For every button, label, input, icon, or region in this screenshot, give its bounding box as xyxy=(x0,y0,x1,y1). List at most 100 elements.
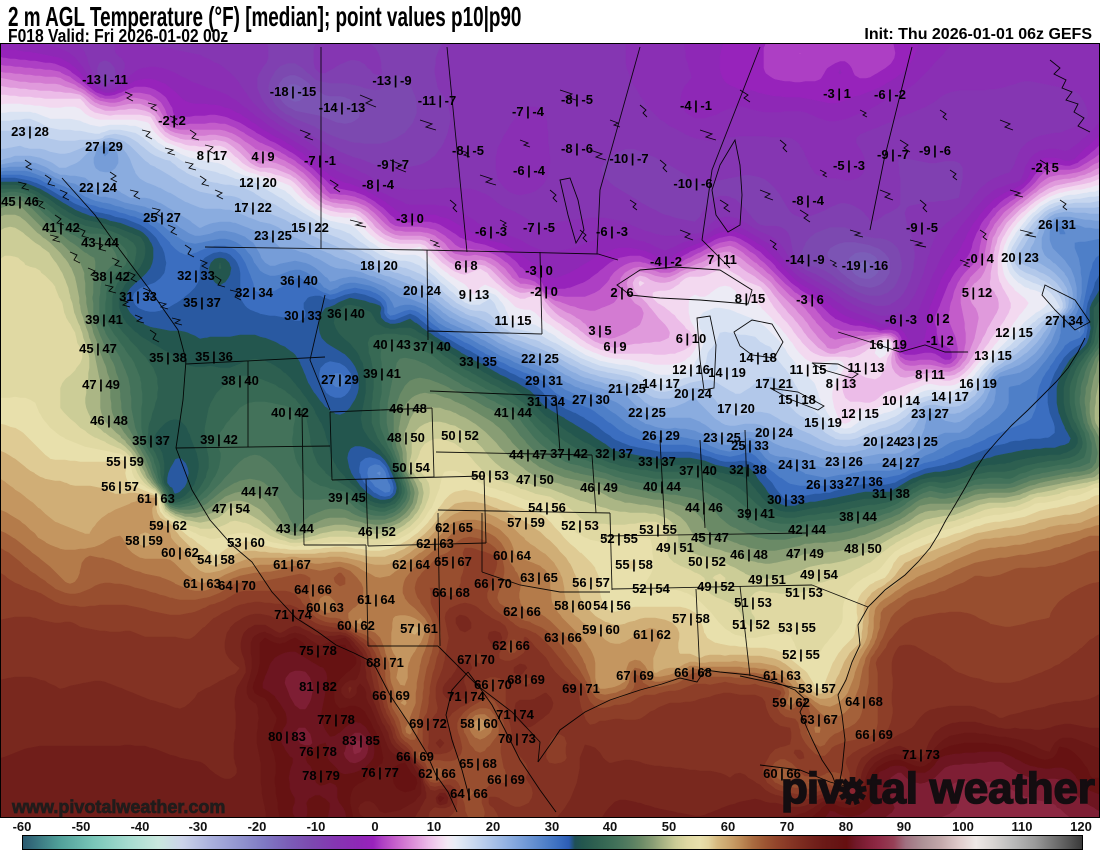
svg-text:14 | 18: 14 | 18 xyxy=(739,350,777,365)
svg-text:32 | 34: 32 | 34 xyxy=(235,285,274,300)
svg-text:56 | 57: 56 | 57 xyxy=(101,479,139,494)
svg-text:35 | 37: 35 | 37 xyxy=(132,433,170,448)
svg-text:59 | 60: 59 | 60 xyxy=(582,622,620,637)
svg-text:67 | 70: 67 | 70 xyxy=(457,652,495,667)
svg-text:69 | 71: 69 | 71 xyxy=(562,681,600,696)
svg-text:8 | 13: 8 | 13 xyxy=(826,376,857,391)
svg-text:55 | 58: 55 | 58 xyxy=(615,557,653,572)
svg-text:27 | 30: 27 | 30 xyxy=(572,392,610,407)
svg-text:27 | 29: 27 | 29 xyxy=(85,139,123,154)
svg-text:35 | 37: 35 | 37 xyxy=(183,295,221,310)
svg-text:76 | 78: 76 | 78 xyxy=(299,744,337,759)
svg-text:61 | 63: 61 | 63 xyxy=(183,576,221,591)
svg-text:50 | 52: 50 | 52 xyxy=(441,428,479,443)
svg-text:31 | 38: 31 | 38 xyxy=(872,486,910,501)
svg-text:48 | 50: 48 | 50 xyxy=(844,541,882,556)
svg-text:46 | 48: 46 | 48 xyxy=(389,401,427,416)
svg-text:38 | 42: 38 | 42 xyxy=(92,269,130,284)
svg-text:-8 | -4: -8 | -4 xyxy=(362,177,395,192)
svg-text:33 | 35: 33 | 35 xyxy=(459,354,497,369)
svg-text:65 | 67: 65 | 67 xyxy=(434,554,472,569)
svg-text:-2 | 2: -2 | 2 xyxy=(158,113,186,128)
svg-text:23 | 25: 23 | 25 xyxy=(703,430,741,445)
svg-text:63 | 67: 63 | 67 xyxy=(800,712,838,727)
svg-text:20 | 24: 20 | 24 xyxy=(674,386,713,401)
svg-text:20 | 23: 20 | 23 xyxy=(1001,250,1039,265)
svg-text:60 | 66: 60 | 66 xyxy=(763,766,801,781)
svg-text:-13 | -9: -13 | -9 xyxy=(372,73,411,88)
svg-text:15 | 19: 15 | 19 xyxy=(804,415,842,430)
svg-text:-3 | 1: -3 | 1 xyxy=(823,86,851,101)
svg-text:22 | 25: 22 | 25 xyxy=(628,405,666,420)
svg-text:41 | 42: 41 | 42 xyxy=(42,220,80,235)
svg-text:-6 | -3: -6 | -3 xyxy=(596,224,628,239)
svg-text:64 | 68: 64 | 68 xyxy=(845,694,883,709)
svg-text:35 | 36: 35 | 36 xyxy=(195,349,233,364)
svg-text:62 | 65: 62 | 65 xyxy=(435,520,473,535)
svg-text:37 | 40: 37 | 40 xyxy=(413,339,451,354)
svg-text:52 | 54: 52 | 54 xyxy=(632,581,671,596)
svg-text:-6 | -4: -6 | -4 xyxy=(513,163,546,178)
svg-text:15 | 18: 15 | 18 xyxy=(778,392,816,407)
svg-text:53 | 57: 53 | 57 xyxy=(798,681,836,696)
svg-text:58 | 59: 58 | 59 xyxy=(125,533,163,548)
svg-text:66 | 68: 66 | 68 xyxy=(674,665,712,680)
svg-text:17 | 22: 17 | 22 xyxy=(234,200,272,215)
svg-text:-8 | -5: -8 | -5 xyxy=(452,143,484,158)
svg-text:44 | 46: 44 | 46 xyxy=(685,500,723,515)
svg-text:60 | 64: 60 | 64 xyxy=(493,548,532,563)
svg-text:25 | 27: 25 | 27 xyxy=(143,210,181,225)
svg-text:4 | 9: 4 | 9 xyxy=(251,149,274,164)
svg-text:50 | 54: 50 | 54 xyxy=(392,460,431,475)
svg-text:23 | 25: 23 | 25 xyxy=(254,228,292,243)
svg-text:61 | 64: 61 | 64 xyxy=(357,592,396,607)
svg-text:14 | 19: 14 | 19 xyxy=(708,365,746,380)
svg-text:66 | 70: 66 | 70 xyxy=(474,576,512,591)
svg-text:37 | 40: 37 | 40 xyxy=(679,463,717,478)
svg-text:64 | 70: 64 | 70 xyxy=(218,578,256,593)
svg-text:61 | 67: 61 | 67 xyxy=(273,557,311,572)
svg-text:39 | 42: 39 | 42 xyxy=(200,432,238,447)
svg-text:69 | 72: 69 | 72 xyxy=(409,716,447,731)
svg-text:62 | 66: 62 | 66 xyxy=(503,604,541,619)
svg-text:54 | 56: 54 | 56 xyxy=(528,500,566,515)
svg-text:23 | 26: 23 | 26 xyxy=(825,454,863,469)
svg-text:33 | 37: 33 | 37 xyxy=(638,454,676,469)
svg-text:26 | 29: 26 | 29 xyxy=(642,428,680,443)
svg-text:40 | 43: 40 | 43 xyxy=(373,337,411,352)
svg-text:54 | 58: 54 | 58 xyxy=(197,552,235,567)
svg-text:61 | 63: 61 | 63 xyxy=(137,491,175,506)
svg-text:-18 | -15: -18 | -15 xyxy=(270,84,316,99)
svg-text:23 | 28: 23 | 28 xyxy=(11,124,49,139)
svg-text:38 | 44: 38 | 44 xyxy=(839,509,878,524)
svg-text:6 | 10: 6 | 10 xyxy=(676,331,707,346)
svg-text:-7 | -4: -7 | -4 xyxy=(512,104,545,119)
svg-text:47 | 54: 47 | 54 xyxy=(212,501,251,516)
svg-text:14 | 17: 14 | 17 xyxy=(931,389,969,404)
svg-text:-3 | 0: -3 | 0 xyxy=(525,263,553,278)
svg-text:47 | 50: 47 | 50 xyxy=(516,472,554,487)
svg-text:63 | 66: 63 | 66 xyxy=(544,630,582,645)
svg-text:-9 | -7: -9 | -7 xyxy=(877,147,909,162)
svg-text:51 | 52: 51 | 52 xyxy=(732,617,770,632)
svg-text:54 | 56: 54 | 56 xyxy=(593,598,631,613)
svg-text:45 | 47: 45 | 47 xyxy=(79,341,117,356)
svg-text:22 | 25: 22 | 25 xyxy=(521,351,559,366)
svg-text:9 | 13: 9 | 13 xyxy=(459,287,490,302)
svg-text:-10 | -7: -10 | -7 xyxy=(609,151,648,166)
svg-text:12 | 15: 12 | 15 xyxy=(995,325,1033,340)
svg-text:21 | 25: 21 | 25 xyxy=(608,381,646,396)
svg-text:49 | 54: 49 | 54 xyxy=(800,567,839,582)
svg-text:-4 | -1: -4 | -1 xyxy=(680,98,712,113)
svg-text:66 | 69: 66 | 69 xyxy=(855,727,893,742)
svg-text:47 | 49: 47 | 49 xyxy=(786,546,824,561)
svg-text:30 | 33: 30 | 33 xyxy=(767,492,805,507)
svg-text:8 | 17: 8 | 17 xyxy=(197,148,228,163)
svg-text:7 | 11: 7 | 11 xyxy=(707,252,737,267)
svg-text:77 | 78: 77 | 78 xyxy=(317,712,355,727)
svg-text:66 | 69: 66 | 69 xyxy=(372,688,410,703)
svg-text:68 | 71: 68 | 71 xyxy=(366,655,404,670)
svg-text:18 | 20: 18 | 20 xyxy=(360,258,398,273)
svg-text:11 | 15: 11 | 15 xyxy=(494,313,531,328)
svg-text:-3 | 6: -3 | 6 xyxy=(796,292,824,307)
